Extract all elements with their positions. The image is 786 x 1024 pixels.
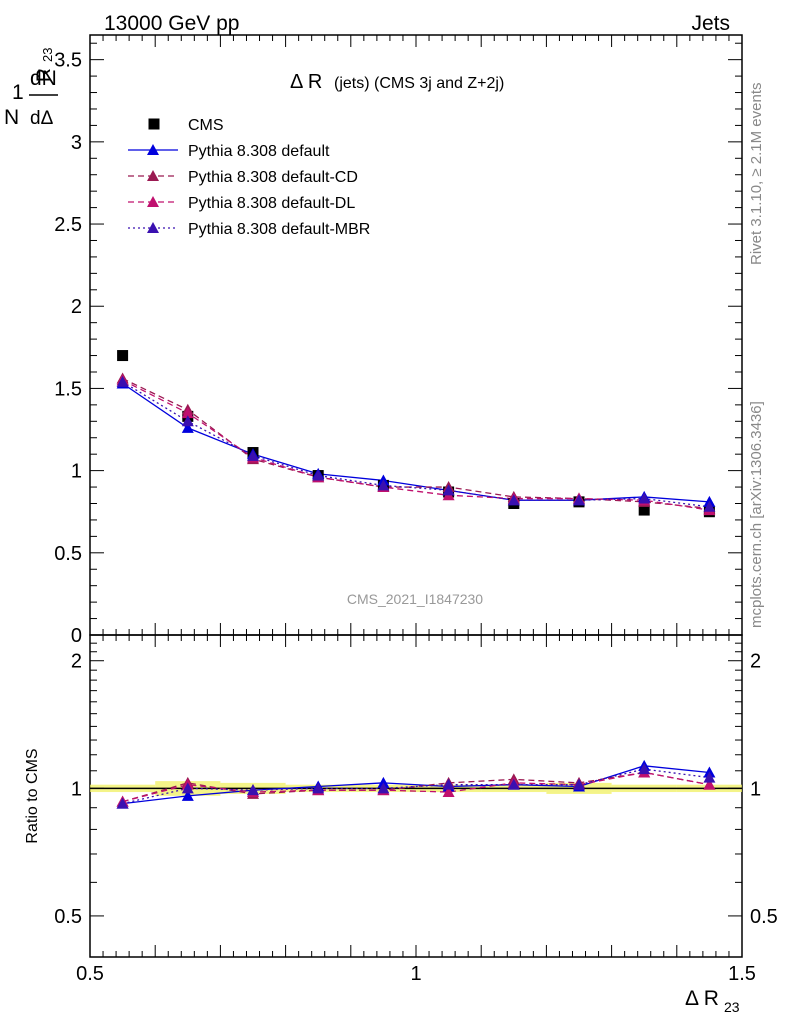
ratio-point-3 — [638, 763, 651, 775]
mc-point-4 — [638, 492, 651, 504]
ylabel-one: 1 — [12, 81, 24, 104]
ratio-axis-ticks — [89, 635, 743, 958]
ratio-y-tick-label-left: 1 — [71, 778, 82, 800]
ratio-point-3 — [247, 784, 259, 796]
mc-point-4 — [703, 500, 716, 512]
ratio-y-tick-label-left: 0.5 — [54, 906, 82, 928]
legend-marker-1 — [147, 144, 159, 155]
y-tick-label: 0.5 — [54, 543, 82, 565]
ratio-point-2 — [442, 786, 455, 798]
x-axis-label: Δ R — [685, 987, 719, 1010]
ratio-point-3 — [507, 778, 520, 790]
ratio-point-3 — [312, 782, 325, 794]
mc-point-1 — [181, 421, 194, 433]
data-point-cms — [117, 350, 129, 362]
x-tick-label: 1.5 — [728, 963, 756, 985]
y-tick-label: 2 — [71, 296, 82, 318]
ylabel-d-delta: dΔ — [30, 108, 54, 129]
mc-point-4 — [181, 415, 194, 427]
ylabel-sub: 23 — [40, 48, 55, 62]
y-tick-label: 1 — [71, 461, 82, 483]
ylabel-n: N — [4, 106, 19, 129]
main-ylabel: 1 dN N dΔ R 23 — [4, 48, 58, 129]
main-series-lines — [122, 377, 710, 511]
legend-label-0: CMS — [188, 117, 224, 134]
x-tick-label: 0.5 — [76, 963, 104, 985]
ratio-point-3 — [573, 778, 585, 790]
y-tick-label: 0 — [71, 625, 82, 647]
data-point-cms — [638, 504, 650, 516]
y-tick-label: 3 — [71, 132, 82, 154]
x-tick-labels: 0.5 1 1.5 — [76, 963, 756, 985]
ratio-ylabel: Ratio to CMS — [24, 748, 41, 843]
legend-label-1: Pythia 8.308 default — [188, 143, 330, 160]
main-axis-ticks — [89, 35, 743, 636]
ratio-y-tick-label-left: 2 — [71, 651, 82, 673]
x-axis-label-sub: 23 — [724, 999, 740, 1015]
y-tick-label: 2.5 — [54, 214, 82, 236]
ratio-y-tick-label-right: 1 — [750, 778, 761, 800]
ratio-point-3 — [181, 782, 194, 794]
mc-point-4 — [377, 479, 390, 491]
mc-point-4 — [442, 484, 455, 496]
ratio-point-3 — [442, 778, 455, 790]
legend-marker-2 — [147, 170, 159, 181]
mcplots-label: mcplots.cern.ch [arXiv:1306.3436] — [748, 401, 765, 628]
main-y-tick-labels: 0 0.5 1 1.5 2 2.5 3 3.5 — [54, 50, 82, 647]
ratio-series-line-0 — [122, 765, 710, 805]
main-series-line-3 — [122, 379, 710, 511]
legend-label-2: Pythia 8.308 default-CD — [188, 169, 358, 186]
process-label: Jets — [691, 12, 730, 35]
rivet-version-label: Rivet 3.1.10, ≥ 2.1M events — [748, 83, 765, 266]
ratio-series-line-2 — [122, 771, 710, 803]
mc-point-4 — [507, 494, 520, 506]
ratio-point-3 — [116, 797, 129, 809]
ylabel-dn: dN — [30, 67, 57, 90]
main-series-line-4 — [122, 381, 710, 508]
legend-label-4: Pythia 8.308 default-MBR — [188, 221, 370, 238]
ratio-point-3 — [377, 782, 390, 794]
main-subtitle: (jets) (CMS 3j and Z+2j) — [334, 75, 504, 92]
ylabel-r: R — [34, 68, 55, 82]
legend: CMS Pythia 8.308 default Pythia 8.308 defa… — [128, 117, 370, 238]
main-series-line-2 — [122, 377, 710, 510]
ratio-y-tick-labels: 0.5 0.5 1 1 2 2 — [54, 651, 778, 928]
legend-label-3: Pythia 8.308 default-DL — [188, 195, 355, 212]
mc-point-4 — [573, 494, 585, 506]
x-tick-label: 1 — [410, 963, 421, 985]
legend-marker-3 — [147, 196, 159, 207]
main-series-markers — [116, 350, 716, 518]
ratio-point-3 — [703, 771, 716, 783]
mc-point-4 — [116, 375, 129, 387]
ratio-series-lines — [122, 765, 710, 805]
ratio-point-2 — [703, 778, 716, 790]
ratio-series-markers — [116, 759, 716, 809]
legend-marker-0 — [148, 118, 160, 130]
energy-label: 13000 GeV pp — [104, 12, 239, 35]
y-tick-label: 3.5 — [54, 50, 82, 72]
ratio-y-tick-label-right: 2 — [750, 651, 761, 673]
analysis-watermark: CMS_2021_I1847230 — [347, 591, 483, 607]
legend-marker-4 — [147, 222, 159, 233]
mc-point-4 — [247, 449, 259, 461]
main-title: Δ R — [290, 71, 322, 93]
y-tick-label: 1.5 — [54, 378, 82, 400]
mc-point-3 — [181, 407, 194, 419]
ratio-series-line-3 — [122, 768, 710, 805]
mc-point-4 — [312, 469, 325, 481]
ratio-y-tick-label-right: 0.5 — [750, 906, 778, 928]
ratio-point-0 — [181, 789, 194, 801]
main-series-line-1 — [122, 382, 710, 503]
